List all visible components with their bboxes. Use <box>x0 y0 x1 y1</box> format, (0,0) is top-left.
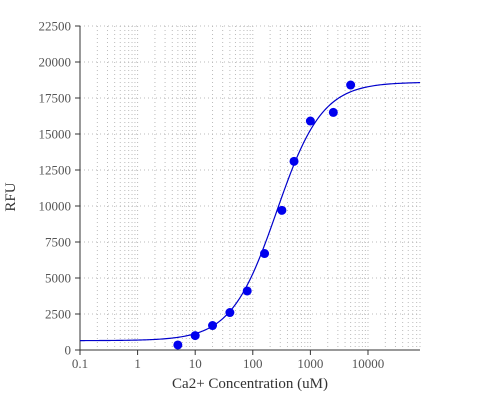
x-tick-label: 10 <box>189 356 202 371</box>
data-point <box>346 80 356 90</box>
y-tick-label: 22500 <box>39 19 72 34</box>
x-ticks: 0.1 1 10 100 1000 10000 <box>72 350 384 371</box>
y-tick-label: 15000 <box>39 127 72 142</box>
y-axis-label: RFU <box>3 182 19 211</box>
x-tick-label: 10000 <box>352 356 385 371</box>
data-point <box>305 116 315 126</box>
y-tick-label: 20000 <box>39 55 72 70</box>
y-ticks: 0 2500 5000 7500 10000 12500 15000 17500 20000 22… <box>39 19 80 358</box>
grid <box>80 25 421 350</box>
data-point <box>225 308 235 318</box>
y-tick-label: 2500 <box>45 307 71 322</box>
y-tick-label: 0 <box>65 343 72 358</box>
fit-curve-group <box>80 82 421 342</box>
y-tick-label: 10000 <box>39 199 72 214</box>
axes <box>79 26 420 351</box>
data-point <box>208 321 218 331</box>
x-axis-label: Ca2+ Concentration (uM) <box>172 376 328 392</box>
x-tick-label: 1 <box>134 356 141 371</box>
x-tick-label: 100 <box>243 356 263 371</box>
y-tick-label: 17500 <box>39 91 72 106</box>
x-tick-label: 1000 <box>297 356 323 371</box>
data-point <box>190 331 200 341</box>
fit-curve <box>80 82 421 342</box>
data-point <box>277 205 287 215</box>
data-point <box>289 156 299 166</box>
data-points <box>173 80 356 350</box>
y-tick-label: 12500 <box>39 163 72 178</box>
y-tick-label: 7500 <box>45 235 71 250</box>
data-point <box>260 249 270 259</box>
data-point <box>328 107 338 117</box>
y-tick-label: 5000 <box>45 271 71 286</box>
data-point <box>173 340 183 350</box>
data-point <box>242 286 252 296</box>
x-tick-label: 0.1 <box>72 356 88 371</box>
